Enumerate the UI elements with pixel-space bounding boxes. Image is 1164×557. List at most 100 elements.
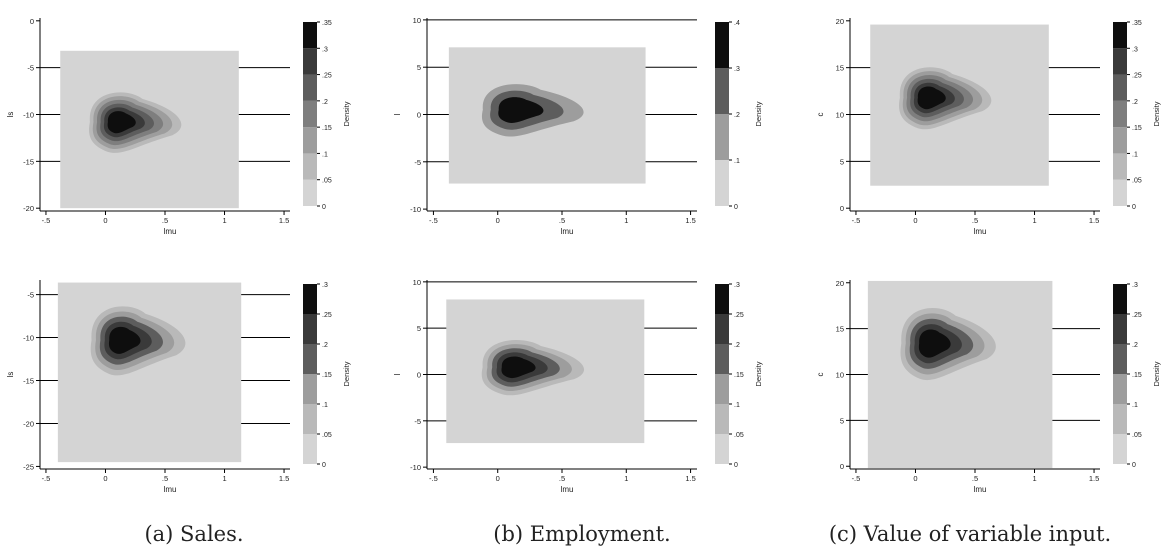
colorbar-tick-label: .2 [734,342,740,349]
colorbar-tick-label: 0 [1132,462,1136,469]
colorbar-tick-label: .1 [1132,151,1138,158]
colorbar-label: Density [754,101,763,126]
chart-panel-c-1: 0 5 10 15 20 -.5 0 .5 1 1.5 lmu c 0 .05 .1 .15 .2 .25 .3 .3… [816,17,1161,236]
y-tick-label: 10 [413,16,421,25]
colorbar-tick-label: .25 [322,73,332,80]
colorbar-segment [1113,153,1127,180]
colorbar: 0 .1 .2 .3 .4 Density [715,20,763,211]
colorbar-segment [715,114,729,160]
y-tick-label: 5 [417,63,421,72]
chart-panel-c-2: 0 5 10 15 20 -.5 0 .5 1 1.5 lmu c 0 .05 .1 .15 .2 .25 .3 De… [816,279,1161,494]
y-tick-label: -5 [27,64,34,73]
colorbar-segment [715,344,729,374]
y-tick-label: 0 [840,204,844,213]
y-tick-label: 0 [417,111,421,120]
colorbar-tick-label: .1 [322,151,328,158]
x-tick-label: -.5 [429,474,438,483]
colorbar-tick-label: .3 [734,282,740,289]
x-tick-label: -.5 [852,216,861,225]
x-tick-label: -.5 [852,474,861,483]
colorbar-label: Density [342,101,351,126]
colorbar-segment [303,404,317,434]
density-contour [108,326,141,354]
colorbar-segment [303,434,317,464]
y-axis-label: c [816,113,825,117]
x-tick-label: 1 [222,474,226,483]
colorbar-segment [1113,100,1127,128]
x-axis-label: lmu [164,227,177,236]
colorbar-tick-label: .3 [1132,46,1138,53]
colorbar-tick-label: .2 [322,99,328,106]
colorbar-tick-label: .3 [734,66,740,73]
x-tick-label: .5 [972,216,978,225]
colorbar-tick-label: .25 [1132,312,1142,319]
colorbar-segment [303,48,317,75]
colorbar-tick-label: .15 [322,372,332,379]
y-tick-label: -5 [27,291,34,300]
x-axis-label: lmu [561,227,574,236]
x-tick-label: 0 [103,216,107,225]
chart-panel-a-2: -25 -20 -15 -10 -5 -.5 0 .5 1 1.5 lmu ls 0 .05 .1 .15 .2… [6,280,351,494]
x-axis-label: lmu [974,485,987,494]
y-tick-label: 0 [417,371,421,380]
x-tick-label: -.5 [42,474,51,483]
colorbar-tick-label: .1 [1132,402,1138,409]
x-tick-label: 0 [496,216,500,225]
y-tick-label: 10 [413,278,421,287]
colorbar-segment [715,160,729,206]
colorbar-tick-label: .25 [322,312,332,319]
colorbar-segment [715,374,729,404]
colorbar-tick-label: .35 [1132,20,1142,27]
x-tick-label: 1 [1032,216,1036,225]
y-tick-label: 0 [840,462,844,471]
caption-variable-input: (c) Value of variable input. [828,522,1112,546]
x-axis-label: lmu [164,485,177,494]
colorbar-segment [715,314,729,344]
colorbar-tick-label: .15 [734,372,744,379]
x-tick-label: 1.5 [685,474,695,483]
colorbar-tick-label: .05 [1132,432,1142,439]
colorbar-tick-label: 0 [322,462,326,469]
y-tick-label: -10 [410,463,421,472]
x-axis-label: lmu [974,227,987,236]
colorbar-tick-label: .4 [734,20,740,27]
density-contour [918,329,951,358]
colorbar-tick-label: .3 [322,282,328,289]
colorbar-tick-label: .25 [1132,73,1142,80]
colorbar-tick-label: .05 [734,432,744,439]
colorbar-segment [1113,404,1127,434]
colorbar-tick-label: .15 [322,125,332,132]
y-tick-label: -10 [410,205,421,214]
y-tick-label: 5 [840,157,844,166]
x-tick-label: 1.5 [1089,216,1099,225]
colorbar-tick-label: .1 [734,402,740,409]
y-tick-label: -25 [23,462,34,471]
colorbar-segment [303,179,317,206]
colorbar: 0 .05 .1 .15 .2 .25 .3 Density [303,282,351,469]
colorbar-segment [303,344,317,374]
colorbar-tick-label: .15 [1132,125,1142,132]
density-surface [867,280,1053,469]
caption-sales: (a) Sales. [144,522,244,546]
y-tick-label: -5 [414,158,421,167]
y-tick-label: -15 [23,157,34,166]
y-tick-label: 0 [30,17,34,26]
colorbar-tick-label: 0 [322,204,326,211]
x-tick-label: -.5 [429,216,438,225]
colorbar-segment [303,284,317,314]
colorbar-segment [1113,314,1127,344]
x-tick-label: 1.5 [279,216,289,225]
y-tick-label: -5 [414,417,421,426]
colorbar-label: Density [1152,101,1161,126]
colorbar-segment [303,314,317,344]
x-tick-label: .5 [559,216,565,225]
x-tick-label: -.5 [42,216,51,225]
x-tick-label: 1.5 [685,216,695,225]
colorbar: 0 .05 .1 .15 .2 .25 .3 .35 Density [303,20,351,211]
colorbar: 0 .05 .1 .15 .2 .25 .3 Density [715,282,763,469]
x-tick-label: 1.5 [1089,474,1099,483]
x-tick-label: 1 [222,216,226,225]
colorbar-segment [1113,179,1127,206]
colorbar-segment [715,22,729,68]
y-axis-label: c [816,373,825,377]
